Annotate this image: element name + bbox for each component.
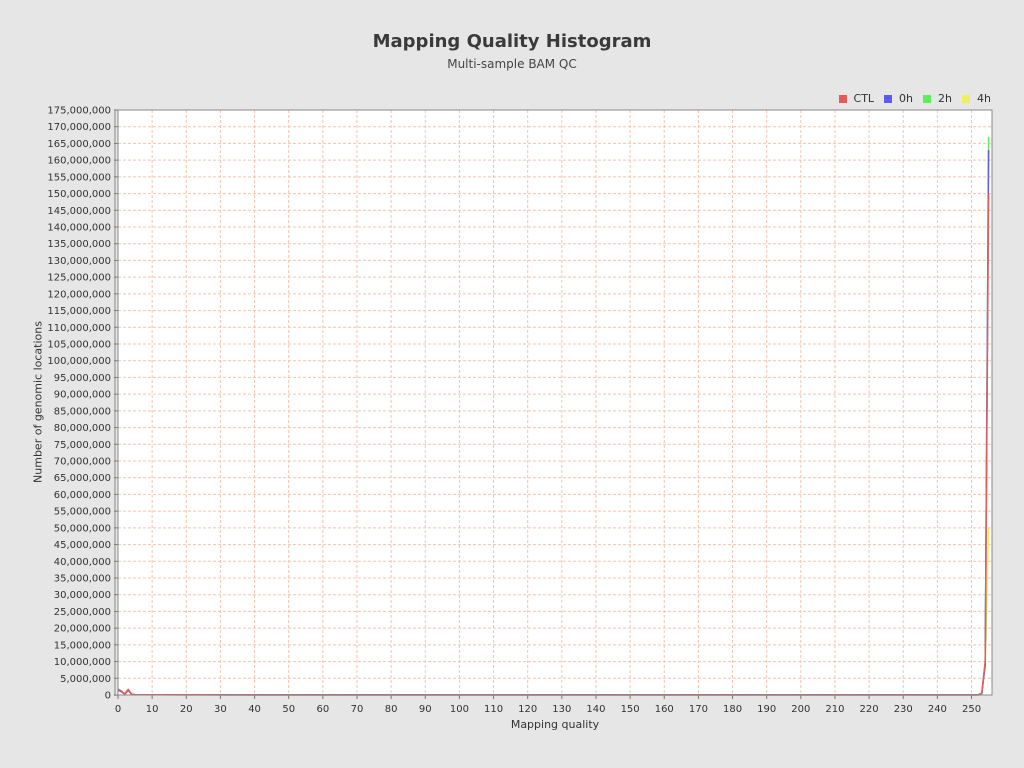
- y-tick-label: 50,000,000: [54, 523, 111, 534]
- y-tick-label: 90,000,000: [54, 390, 111, 401]
- x-axis-label: Mapping quality: [510, 718, 600, 731]
- y-tick-label: 145,000,000: [47, 206, 111, 217]
- y-tick-label: 170,000,000: [47, 122, 111, 133]
- chart-subtitle: Multi-sample BAM QC: [447, 57, 577, 71]
- plot-background: [118, 110, 992, 695]
- y-tick-label: 130,000,000: [47, 256, 111, 267]
- y-tick-label: 75,000,000: [54, 440, 111, 451]
- x-tick-label: 80: [385, 704, 398, 715]
- y-tick-label: 125,000,000: [47, 273, 111, 284]
- x-tick-label: 160: [655, 704, 674, 715]
- y-tick-label: 15,000,000: [54, 640, 111, 651]
- legend-label: CTL: [853, 92, 875, 105]
- legend-swatch: [962, 94, 971, 103]
- legend-swatch: [884, 94, 893, 103]
- legend-swatch: [838, 94, 847, 103]
- x-tick-label: 0: [115, 704, 121, 715]
- y-tick-label: 115,000,000: [47, 306, 111, 317]
- x-tick-label: 120: [518, 704, 537, 715]
- x-tick-label: 40: [248, 704, 261, 715]
- legend-label: 4h: [977, 92, 991, 105]
- x-tick-label: 150: [621, 704, 640, 715]
- y-tick-label: 135,000,000: [47, 239, 111, 250]
- legend-swatch: [923, 94, 932, 103]
- x-tick-label: 100: [450, 704, 469, 715]
- x-tick-label: 70: [351, 704, 364, 715]
- x-tick-label: 200: [791, 704, 810, 715]
- legend-label: 2h: [938, 92, 953, 105]
- y-tick-label: 155,000,000: [47, 172, 111, 183]
- x-tick-label: 50: [282, 704, 295, 715]
- y-tick-label: 80,000,000: [54, 423, 111, 434]
- plot-border: [117, 109, 993, 696]
- legend-label: 0h: [899, 92, 914, 105]
- legend-item-4h: 4h: [962, 92, 991, 105]
- y-tick-label: 30,000,000: [54, 590, 111, 601]
- y-tick-label: 95,000,000: [54, 373, 111, 384]
- legend-item-0h: 0h: [884, 92, 913, 105]
- x-tick-label: 220: [860, 704, 879, 715]
- y-tick-label: 35,000,000: [54, 574, 111, 585]
- y-tick-label: 60,000,000: [54, 490, 111, 501]
- y-tick-label: 10,000,000: [54, 657, 111, 668]
- y-tick-label: 150,000,000: [47, 189, 111, 200]
- y-tick-label: 5,000,000: [60, 674, 111, 685]
- x-tick-label: 170: [689, 704, 708, 715]
- x-tick-label: 60: [316, 704, 329, 715]
- x-tick-label: 210: [825, 704, 844, 715]
- x-tick-label: 250: [962, 704, 981, 715]
- y-tick-label: 160,000,000: [47, 156, 111, 167]
- x-tick-label: 130: [552, 704, 571, 715]
- y-tick-label: 120,000,000: [47, 289, 111, 300]
- y-tick-label: 45,000,000: [54, 540, 111, 551]
- x-tick-label: 30: [214, 704, 227, 715]
- legend: CTL 0h 2h 4h: [838, 92, 991, 105]
- y-tick-label: 0: [105, 691, 111, 702]
- x-tick-label: 10: [146, 704, 159, 715]
- y-tick-label: 85,000,000: [54, 406, 111, 417]
- x-tick-label: 20: [180, 704, 193, 715]
- y-tick-label: 55,000,000: [54, 507, 111, 518]
- y-tick-label: 20,000,000: [54, 624, 111, 635]
- x-tick-label: 240: [928, 704, 947, 715]
- x-tick-label: 230: [894, 704, 913, 715]
- x-tick-label: 110: [484, 704, 503, 715]
- y-tick-label: 70,000,000: [54, 457, 111, 468]
- chart-title: Mapping Quality Histogram: [372, 31, 652, 52]
- y-tick-label: 175,000,000: [47, 106, 111, 117]
- y-tick-label: 110,000,000: [47, 323, 111, 334]
- x-tick-label: 140: [586, 704, 605, 715]
- x-tick-label: 190: [757, 704, 776, 715]
- y-tick-label: 40,000,000: [54, 557, 111, 568]
- y-tick-label: 25,000,000: [54, 607, 111, 618]
- legend-item-2h: 2h: [923, 92, 952, 105]
- y-tick-label: 140,000,000: [47, 223, 111, 234]
- y-tick-label: 165,000,000: [47, 139, 111, 150]
- legend-item-ctl: CTL: [838, 92, 875, 105]
- x-tick-label: 180: [723, 704, 742, 715]
- x-tick-label: 90: [419, 704, 432, 715]
- y-tick-label: 105,000,000: [47, 340, 111, 351]
- y-tick-label: 65,000,000: [54, 473, 111, 484]
- y-tick-label: 100,000,000: [47, 356, 111, 367]
